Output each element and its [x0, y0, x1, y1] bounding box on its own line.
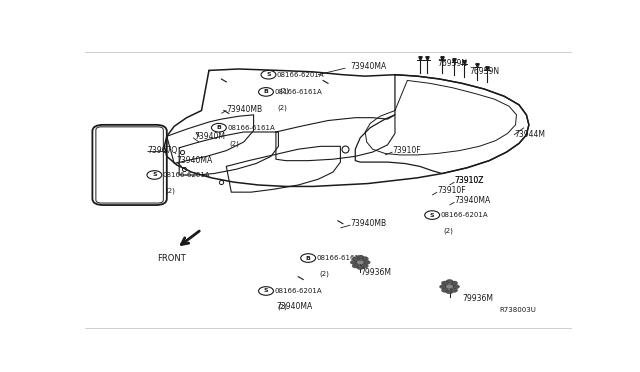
Text: (2): (2) — [319, 270, 329, 277]
Text: 08166-6201A: 08166-6201A — [275, 288, 322, 294]
Text: 08166-6201A: 08166-6201A — [163, 172, 211, 178]
Text: 79936M: 79936M — [360, 268, 391, 277]
Text: B: B — [216, 125, 221, 130]
Circle shape — [350, 260, 357, 264]
Text: 73944M: 73944M — [514, 130, 545, 140]
Circle shape — [446, 290, 453, 294]
Text: (2): (2) — [280, 87, 289, 94]
Text: (2): (2) — [277, 304, 287, 310]
Text: 73940MA: 73940MA — [177, 156, 213, 165]
Text: 79936M: 79936M — [462, 294, 493, 303]
Text: S: S — [152, 173, 157, 177]
Text: 73940M: 73940M — [194, 132, 225, 141]
Circle shape — [364, 260, 370, 264]
Circle shape — [362, 257, 368, 261]
Circle shape — [362, 264, 368, 268]
Text: 73940MA: 73940MA — [276, 302, 312, 311]
Text: 76959N: 76959N — [437, 59, 467, 68]
Text: S: S — [264, 288, 268, 294]
Text: 73910F: 73910F — [437, 186, 466, 195]
Text: 08166-6161A: 08166-6161A — [227, 125, 275, 131]
Text: (2): (2) — [277, 105, 287, 111]
Circle shape — [442, 281, 449, 285]
Circle shape — [442, 288, 449, 292]
Circle shape — [446, 279, 453, 283]
Text: 08166-6161A: 08166-6161A — [275, 89, 322, 95]
Circle shape — [451, 281, 458, 285]
Text: 08166-6201A: 08166-6201A — [277, 72, 324, 78]
Text: R738003U: R738003U — [499, 307, 536, 312]
Circle shape — [356, 255, 364, 259]
Text: 73910Z: 73910Z — [454, 176, 484, 185]
Text: B: B — [306, 256, 310, 260]
Text: 73940MB: 73940MB — [227, 105, 262, 113]
Circle shape — [440, 285, 447, 289]
Text: (2): (2) — [230, 140, 239, 147]
Text: (2): (2) — [443, 228, 453, 234]
Circle shape — [452, 285, 460, 289]
Circle shape — [356, 260, 364, 264]
Circle shape — [445, 284, 454, 289]
Text: 08166-6161A: 08166-6161A — [317, 255, 364, 261]
Text: S: S — [266, 72, 271, 77]
Text: 73910F: 73910F — [392, 146, 421, 155]
Circle shape — [451, 288, 458, 292]
Text: 73910Z: 73910Z — [454, 176, 484, 185]
Text: S: S — [430, 212, 435, 218]
Circle shape — [352, 257, 359, 261]
Circle shape — [356, 266, 364, 269]
Text: 08166-6201A: 08166-6201A — [440, 212, 488, 218]
Text: 73940MA: 73940MA — [454, 196, 491, 205]
Text: 73940MB: 73940MB — [350, 219, 387, 228]
Text: (2): (2) — [165, 187, 175, 194]
Text: 76959N: 76959N — [469, 67, 499, 76]
Text: FRONT: FRONT — [157, 254, 186, 263]
Circle shape — [352, 264, 359, 268]
Text: 73967Q: 73967Q — [147, 146, 177, 155]
Text: 73940MA: 73940MA — [350, 62, 387, 71]
Text: B: B — [264, 89, 268, 94]
